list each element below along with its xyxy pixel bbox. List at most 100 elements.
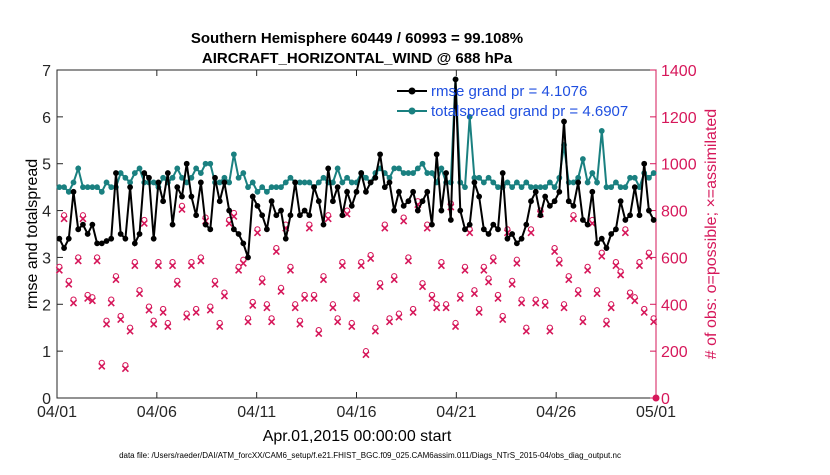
obs-assimilated-point xyxy=(102,320,111,328)
totalspread-point xyxy=(429,170,435,176)
rmse-point xyxy=(235,231,242,237)
obs-assimilated-point xyxy=(291,304,299,312)
totalspread-point xyxy=(589,170,596,176)
rmse-point xyxy=(254,202,261,209)
obs-assimilated-point xyxy=(159,308,167,317)
rmse-point xyxy=(641,160,648,167)
totalspread-point xyxy=(485,174,492,181)
obs-assimilated-point xyxy=(555,259,563,267)
totalspread-point xyxy=(410,170,416,176)
totalspread-point xyxy=(598,128,605,134)
rmse-point xyxy=(485,231,492,237)
totalspread-point xyxy=(320,174,327,181)
rmse-point xyxy=(212,174,218,181)
obs-assimilated-point xyxy=(598,252,606,260)
obs-assimilated-point xyxy=(121,365,129,373)
chart-title: Southern Hemisphere 60449 / 60993 = 99.1… xyxy=(191,30,523,47)
rmse-point xyxy=(70,188,77,195)
rmse-point xyxy=(570,202,577,209)
rmse-point xyxy=(202,221,209,228)
rmse-point xyxy=(646,207,652,214)
obs-assimilated-point xyxy=(593,290,601,298)
totalspread-point xyxy=(89,184,96,191)
rmse-point xyxy=(636,212,643,219)
y-left-tick-label: 5 xyxy=(42,157,51,174)
totalspread-point xyxy=(259,184,266,191)
obs-assimilated-point xyxy=(532,299,540,307)
rmse-point xyxy=(197,179,204,186)
totalspread-point xyxy=(263,188,270,195)
y-left-tick-label: 6 xyxy=(42,110,51,127)
obs-assimilated-point xyxy=(404,257,412,265)
obs-assimilated-point xyxy=(258,278,266,286)
rmse-point xyxy=(334,184,341,191)
obs-assimilated-point xyxy=(107,299,115,307)
rmse-point xyxy=(301,207,308,214)
totalspread-point xyxy=(613,179,619,186)
obs-assimilated-point xyxy=(249,301,257,310)
obs-assimilated-point xyxy=(565,276,573,284)
totalspread-point xyxy=(532,184,539,191)
obs-assimilated-point xyxy=(178,205,186,213)
rmse-point xyxy=(278,207,284,214)
rmse-point xyxy=(613,226,619,233)
y-axis-right-label: # of obs: o=possible; ×=assimilated xyxy=(703,109,720,359)
rmse-point xyxy=(433,151,440,158)
totalspread-point xyxy=(273,184,280,191)
obs-assimilated-point xyxy=(216,322,224,331)
rmse-point xyxy=(499,170,506,176)
rmse-point xyxy=(466,221,473,228)
rmse-point xyxy=(131,240,138,247)
y-right-tick-label: 1400 xyxy=(661,63,697,80)
rmse-point xyxy=(551,198,558,205)
totalspread-point xyxy=(551,184,558,191)
obs-assimilated-point xyxy=(470,290,478,298)
rmse-point xyxy=(330,198,336,205)
totalspread-point xyxy=(202,160,209,167)
obs-assimilated-point xyxy=(211,280,219,288)
obs-assimilated-point xyxy=(579,318,587,326)
totalspread-point xyxy=(103,179,110,186)
legend-marker xyxy=(408,107,416,115)
y-right-tick-label: 200 xyxy=(661,344,688,361)
obs-assimilated-point xyxy=(79,215,87,223)
totalspread-point xyxy=(603,184,610,191)
rmse-point xyxy=(622,217,629,223)
rmse-point xyxy=(589,188,596,195)
totalspread-point xyxy=(480,179,487,186)
legend-entry: rmse grand pr = 4.1076 xyxy=(431,83,587,100)
rmse-point xyxy=(98,240,105,247)
rmse-point xyxy=(259,212,266,219)
totalspread-point xyxy=(94,184,100,191)
obs-assimilated-point xyxy=(277,287,285,295)
y-axis-left-label: rmse and totalspread xyxy=(24,159,41,309)
totalspread-point xyxy=(160,174,167,181)
rmse-point xyxy=(117,231,124,237)
obs-assimilated-point xyxy=(65,280,73,288)
footnote: data file: /Users/raeder/DAI/ATM_forcXX/… xyxy=(119,451,621,460)
totalspread-point xyxy=(216,179,223,186)
totalspread-point xyxy=(108,184,115,191)
totalspread-point xyxy=(424,170,431,176)
obs-assimilated-point xyxy=(569,215,578,223)
totalspread-point xyxy=(230,151,237,158)
rmse-point xyxy=(584,221,591,228)
totalspread-point xyxy=(419,160,426,167)
totalspread-point xyxy=(339,179,346,186)
rmse-point xyxy=(155,179,162,186)
obs-assimilated-point xyxy=(574,290,582,298)
totalspread-point xyxy=(471,174,478,181)
totalspread-point xyxy=(546,179,553,186)
obs-assimilated-point xyxy=(69,299,78,307)
totalspread-point xyxy=(462,184,468,191)
rmse-point xyxy=(419,198,426,205)
obs-assimilated-point xyxy=(451,322,460,331)
rmse-point xyxy=(367,179,374,186)
obs-assimilated-point xyxy=(348,322,356,331)
totalspread-point xyxy=(334,165,341,172)
obs-assimilated-point xyxy=(631,297,639,305)
totalspread-point xyxy=(169,174,176,181)
totalspread-point xyxy=(627,174,633,181)
obs-assimilated-point xyxy=(499,315,507,324)
rmse-point xyxy=(546,202,553,209)
